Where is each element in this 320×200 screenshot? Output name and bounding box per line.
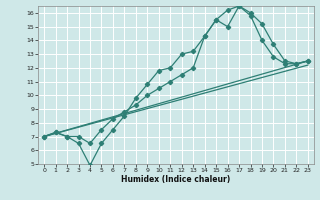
X-axis label: Humidex (Indice chaleur): Humidex (Indice chaleur) [121,175,231,184]
